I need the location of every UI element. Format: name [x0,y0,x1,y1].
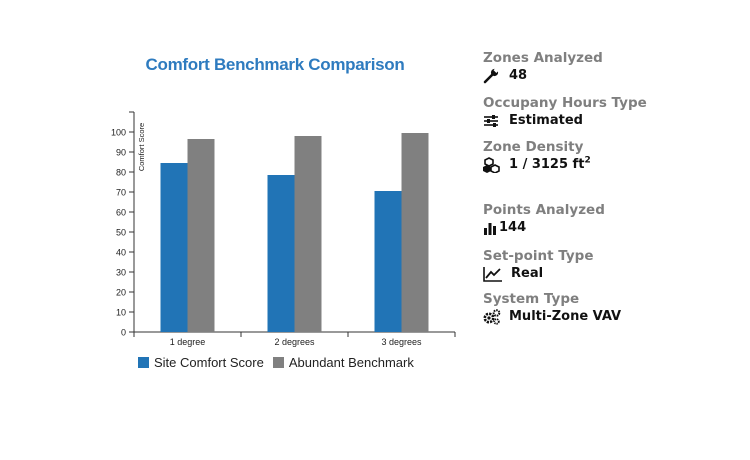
bar-site-comfort [267,175,295,332]
legend-item-site-comfort: Site Comfort Score [138,355,264,370]
info-points-analyzed: Points Analyzed 144 [483,202,605,237]
y-tick-label: 0 [121,328,126,338]
info-label-occupancy-hours: Occupany Hours Type [483,95,647,111]
info-system-type: System Type Multi-Zone VAV [483,291,621,326]
info-value-points-analyzed: 144 [499,220,527,235]
legend-label-site-comfort: Site Comfort Score [154,355,264,370]
info-occupancy-hours: Occupany Hours Type Estimated [483,95,647,130]
y-tick-label: 50 [116,228,126,238]
info-value-system-type: Multi-Zone VAV [509,309,622,324]
info-label-points-analyzed: Points Analyzed [483,202,605,218]
info-label-zones-analyzed: Zones Analyzed [483,50,603,66]
y-tick-label: 40 [116,248,126,258]
info-value-row-setpoint: Real [483,265,594,283]
info-label-zone-density: Zone Density [483,139,584,155]
bar-chart-icon [483,220,497,236]
info-label-system-type: System Type [483,291,580,307]
info-value-row-occupancy: Estimated [483,112,647,130]
x-tick-label: 2 degrees [274,337,315,347]
info-value-row-zones: 48 [483,67,603,85]
y-tick-label: 90 [116,148,126,158]
legend-label-benchmark: Abundant Benchmark [288,355,414,370]
x-tick-label: 1 degree [170,337,206,347]
zone-density-exponent: 2 [584,155,591,166]
info-zones-analyzed: Zones Analyzed 48 [483,50,603,85]
info-zone-density: Zone Density 1 / 3125 ft2 [483,139,591,174]
cubes-icon [483,157,501,173]
info-label-setpoint-type: Set-point Type [483,248,594,264]
chart-legend: Site Comfort Score Abundant Benchmark [138,355,423,370]
info-value-setpoint-type: Real [511,266,544,281]
info-value-row-points: 144 [483,219,605,237]
x-tick-label: 3 degrees [381,337,422,347]
y-tick-label: 20 [116,288,126,298]
info-setpoint-type: Set-point Type Real [483,248,594,283]
y-tick-label: 80 [116,168,126,178]
wrench-icon [483,68,501,84]
legend-item-benchmark: Abundant Benchmark [272,355,414,370]
bar-benchmark [401,133,429,332]
y-tick-label: 30 [116,268,126,278]
y-tick-label: 100 [111,128,126,138]
chart-title: Comfort Benchmark Comparison [145,55,405,74]
legend-swatch-site-comfort [138,357,149,368]
info-value-zone-density: 1 / 3125 ft2 [509,156,591,174]
sliders-icon [483,113,501,129]
gears-icon [483,309,501,325]
bar-benchmark [187,139,215,332]
y-tick-label: 60 [116,208,126,218]
zone-density-text: 1 / 3125 ft [509,157,585,172]
line-chart-icon [483,266,503,282]
bar-site-comfort [374,191,402,332]
info-value-occupancy-hours: Estimated [509,113,583,128]
info-value-row-system: Multi-Zone VAV [483,308,621,326]
y-tick-label: 70 [116,188,126,198]
info-value-row-density: 1 / 3125 ft2 [483,156,591,174]
legend-swatch-benchmark [272,357,284,368]
bar-site-comfort [160,163,188,332]
y-tick-label: 10 [116,308,126,318]
info-value-zones-analyzed: 48 [509,68,528,83]
bar-benchmark [294,136,322,332]
y-axis-label: Comfort Score [137,123,146,171]
